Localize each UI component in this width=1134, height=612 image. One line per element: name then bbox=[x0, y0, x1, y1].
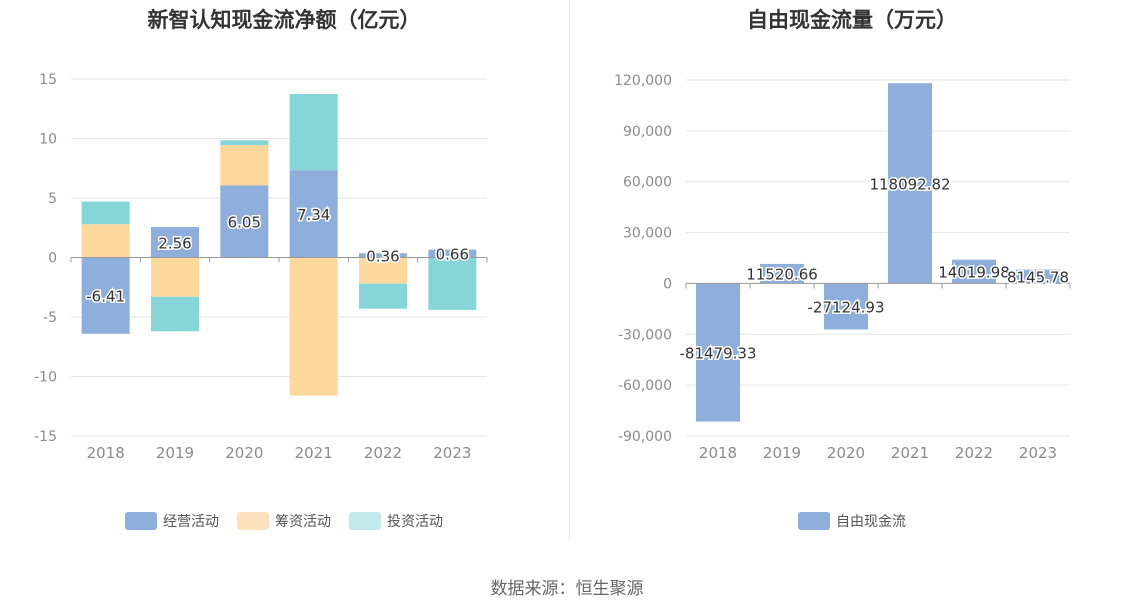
free-cashflow-chart: -90,000 -60,000 -30,000 0 30,000 60,000 90,000… bbox=[614, 73, 1070, 462]
y-tick-label: -10 bbox=[34, 370, 57, 386]
data-label: -27124.93 bbox=[808, 298, 885, 316]
y-tick-label: -60,000 bbox=[618, 378, 672, 394]
y-tick-label: 120,000 bbox=[614, 73, 672, 89]
chart-legend: 自由现金流 bbox=[570, 511, 1134, 531]
data-label: 2.56 bbox=[158, 234, 191, 252]
bar bbox=[81, 224, 130, 258]
y-tick-label: 5 bbox=[48, 191, 57, 207]
cashflow-net-chart: -15-10-5051015-6.41-6.412.562.566.056.05… bbox=[34, 72, 488, 462]
bar bbox=[696, 283, 740, 422]
legend-swatch bbox=[349, 512, 381, 530]
bar bbox=[824, 283, 868, 330]
cashflow-net-panel: 新智认知现金流净额（亿元） -15 -10 -5 0 5 10 15 -6.41 -6.41 2.… bbox=[0, 0, 568, 540]
x-tick-label: 2021 bbox=[891, 444, 929, 462]
y-tick-label: -15 bbox=[34, 429, 57, 445]
bar bbox=[359, 257, 407, 284]
bar bbox=[888, 83, 932, 284]
data-label-halo: 118092.82 bbox=[869, 175, 950, 193]
data-label-halo: -27124.93 bbox=[808, 298, 885, 316]
legend-swatch bbox=[237, 512, 269, 530]
data-label-halo: -6.41 bbox=[86, 288, 125, 306]
data-label: 11520.66 bbox=[746, 266, 818, 284]
bar bbox=[1016, 269, 1060, 284]
bar bbox=[760, 263, 804, 284]
x-tick-label: 2018 bbox=[699, 444, 737, 462]
x-tick-label: 2021 bbox=[295, 444, 333, 462]
legend-swatch bbox=[798, 512, 830, 530]
data-label: 8145.78 bbox=[1007, 269, 1069, 287]
bar bbox=[359, 253, 407, 258]
data-label: 0.36 bbox=[366, 247, 399, 265]
legend-item[interactable]: 筹资活动 bbox=[237, 511, 331, 531]
y-tick-label: 0 bbox=[663, 276, 672, 292]
data-label-halo: 8145.78 bbox=[1007, 269, 1069, 287]
bar bbox=[359, 283, 407, 309]
y-tick-label: -90,000 bbox=[618, 429, 672, 445]
data-label: 0.66 bbox=[436, 246, 469, 264]
legend-label: 自由现金流 bbox=[836, 514, 906, 530]
legend-label: 经营活动 bbox=[163, 514, 219, 530]
chart-title: 自由现金流量（万元） bbox=[747, 8, 957, 32]
x-tick-label: 2018 bbox=[87, 444, 125, 462]
free-cashflow-panel: 自由现金流量（万元） -90,000 -60,000 -30,000 0 30,000 6… bbox=[570, 0, 1134, 540]
data-label-halo: 0.36 bbox=[366, 247, 399, 265]
data-label: -81479.33 bbox=[680, 344, 757, 362]
data-label-halo: 11520.66 bbox=[746, 266, 818, 284]
panel-divider bbox=[569, 0, 570, 540]
bar bbox=[81, 257, 130, 334]
data-label-halo: 7.34 bbox=[297, 206, 330, 224]
data-source: 数据来源：恒生聚源 bbox=[490, 579, 644, 599]
x-tick-label: 2022 bbox=[364, 444, 402, 462]
y-tick-label: 0 bbox=[48, 251, 57, 267]
data-label-halo: -81479.33 bbox=[680, 344, 757, 362]
x-tick-label: 2020 bbox=[827, 444, 865, 462]
legend-label: 筹资活动 bbox=[275, 514, 331, 530]
data-label-halo: 2.56 bbox=[158, 234, 191, 252]
data-label: 118092.82 bbox=[869, 175, 950, 193]
x-tick-label: 2020 bbox=[225, 444, 263, 462]
data-label: 6.05 bbox=[228, 214, 261, 232]
y-tick-label: 60,000 bbox=[623, 175, 672, 191]
bar bbox=[151, 296, 199, 332]
bar bbox=[952, 259, 996, 284]
y-tick-label: 90,000 bbox=[623, 124, 672, 140]
bar bbox=[289, 170, 338, 258]
y-tick-label: 30,000 bbox=[623, 226, 672, 242]
data-label: -6.41 bbox=[86, 288, 125, 306]
bar bbox=[81, 201, 130, 225]
legend-swatch bbox=[125, 512, 157, 530]
chart-title: 新智认知现金流净额（亿元） bbox=[147, 8, 421, 32]
x-tick-label: 2019 bbox=[763, 444, 801, 462]
chart-legend: 经营活动 筹资活动 投资活动 bbox=[0, 511, 568, 531]
bar bbox=[151, 257, 199, 297]
legend-item[interactable]: 经营活动 bbox=[125, 511, 219, 531]
bar bbox=[220, 185, 269, 258]
legend-item[interactable]: 投资活动 bbox=[349, 511, 443, 531]
bar bbox=[220, 145, 269, 186]
x-tick-label: 2019 bbox=[156, 444, 194, 462]
x-tick-label: 2023 bbox=[433, 444, 471, 462]
y-tick-label: -30,000 bbox=[618, 327, 672, 343]
bar bbox=[428, 249, 477, 258]
bar bbox=[428, 257, 477, 310]
legend-item[interactable]: 自由现金流 bbox=[798, 511, 906, 531]
data-label-halo: 6.05 bbox=[228, 214, 261, 232]
data-label: 7.34 bbox=[297, 206, 330, 224]
bar bbox=[151, 227, 199, 258]
x-tick-label: 2022 bbox=[955, 444, 993, 462]
data-label-halo: 0.66 bbox=[436, 246, 469, 264]
y-tick-label: 10 bbox=[39, 132, 57, 148]
bar bbox=[289, 257, 338, 396]
bar bbox=[220, 140, 269, 146]
y-tick-label: 15 bbox=[39, 72, 57, 88]
bar bbox=[289, 93, 338, 171]
x-tick-label: 2023 bbox=[1019, 444, 1057, 462]
data-label: 14019.98 bbox=[938, 264, 1010, 282]
legend-label: 投资活动 bbox=[387, 514, 443, 530]
y-tick-label: -5 bbox=[43, 310, 57, 326]
data-label-halo: 14019.98 bbox=[938, 264, 1010, 282]
